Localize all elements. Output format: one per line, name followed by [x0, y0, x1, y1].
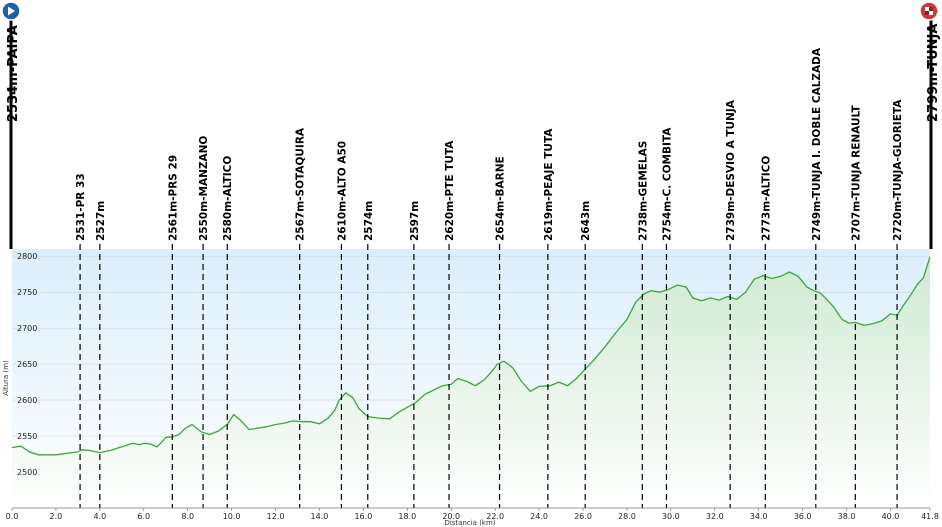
y-tick-label: 2750 — [17, 288, 37, 297]
x-tick-label: 22.0 — [486, 512, 504, 521]
x-tick-label: 14.0 — [311, 512, 329, 521]
x-tick-label: 10.0 — [223, 512, 241, 521]
waypoint-label: 2749m-TUNJA I. DOBLE CALZADA — [811, 47, 823, 241]
x-tick-label: 32.0 — [706, 512, 724, 521]
y-axis-title: Altura (m) — [2, 360, 10, 396]
waypoint-label: 2580m-ALTICO — [222, 156, 234, 241]
waypoint-markers: 2531-PR 33 2527m 2561m-PRS 29 2550m-MANZANO… — [75, 47, 904, 508]
finish-label: 2799m-TUNJA — [926, 24, 941, 122]
x-axis-title: Distancia (km) — [444, 519, 495, 527]
x-tick-label: 24.0 — [530, 512, 548, 521]
x-tick-label: 34.0 — [750, 512, 768, 521]
x-tick-label: 18.0 — [398, 512, 416, 521]
y-tick-label: 2700 — [17, 324, 37, 333]
waypoint-label: 2550m-MANZANO — [198, 136, 210, 241]
y-tick-label: 2550 — [17, 432, 37, 441]
waypoint-label: 2561m-PRS 29 — [167, 155, 179, 241]
x-axis-ticks: 0.0 2.0 4.0 6.0 8.0 10.0 12.0 14.0 16.0 18.0 20.0 2… — [6, 507, 939, 521]
x-tick-label: 2.0 — [50, 512, 63, 521]
play-icon — [1, 1, 21, 21]
waypoint-label: 2610m-ALTO A50 — [336, 141, 348, 241]
x-tick-label: 6.0 — [137, 512, 150, 521]
waypoint-label: 2620m-PTE TUTA — [444, 140, 456, 241]
x-tick-label: 20.0 — [442, 512, 460, 521]
x-tick-label: 0.0 — [6, 512, 19, 521]
x-tick-label: 30.0 — [662, 512, 680, 521]
waypoint-label: 2643m — [580, 201, 592, 241]
y-tick-label: 2600 — [17, 396, 37, 405]
y-tick-label: 2650 — [17, 360, 37, 369]
waypoint-label: 2574m — [363, 201, 375, 241]
waypoint-label: 2720m-TUNJA-GLORIETA — [892, 99, 904, 241]
checkered-flag-icon — [919, 1, 939, 21]
waypoint-label: 2754m-C. COMBITA — [662, 127, 674, 241]
y-tick-label: 2800 — [17, 252, 37, 261]
x-tick-label: 16.0 — [354, 512, 372, 521]
x-tick-label: 8.0 — [181, 512, 194, 521]
x-tick-label: 38.0 — [838, 512, 856, 521]
waypoint-label: 2707m-TUNJA RENAULT — [850, 105, 862, 241]
waypoint-label: 2567m-SOTAQUIRA — [295, 127, 307, 241]
x-tick-label: 26.0 — [574, 512, 592, 521]
x-tick-label: 4.0 — [93, 512, 106, 521]
waypoint-label: 2531-PR 33 — [75, 173, 87, 241]
x-tick-label: 28.0 — [618, 512, 636, 521]
waypoint-label: 2773m-ALTICO — [760, 156, 772, 241]
y-tick-label: 2500 — [17, 468, 37, 477]
x-tick-label: 40.0 — [882, 512, 900, 521]
waypoint-label: 2527m — [95, 201, 107, 241]
x-tick-label: 12.0 — [267, 512, 285, 521]
waypoint-label: 2739m-DESVIO A TUNJA — [725, 99, 737, 241]
waypoint-label: 2619m-PEAJE TUTA — [543, 128, 555, 241]
x-tick-label: 41.8 — [921, 512, 939, 521]
elevation-line — [11, 256, 931, 456]
elevation-area — [12, 256, 930, 508]
y-axis-ticks: 2500 2550 2600 2650 2700 2750 2800 — [17, 252, 37, 477]
waypoint-label: 2738m-GEMELAS — [637, 141, 649, 241]
x-tick-label: 36.0 — [794, 512, 812, 521]
waypoint-label: 2654m-BARNE — [495, 156, 507, 241]
start-label: 2534m-PAIPA — [6, 25, 21, 122]
waypoint-label: 2597m — [409, 201, 421, 241]
